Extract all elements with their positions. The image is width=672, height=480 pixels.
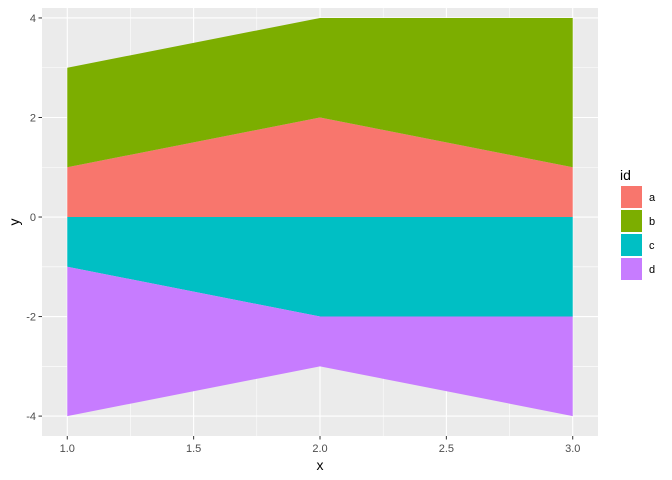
x-tick-label: 1.5 <box>186 443 201 455</box>
legend-key-d <box>621 258 642 280</box>
x-tick-labels: 1.0 1.5 2.0 2.5 3.0 <box>60 443 581 455</box>
area-series-c <box>67 217 573 317</box>
area-series-b <box>67 17 573 168</box>
legend-key-b <box>621 210 642 232</box>
x-tick-label: 3.0 <box>565 443 580 455</box>
y-tick-label: -2 <box>26 312 36 324</box>
y-tick-label: 4 <box>30 13 36 25</box>
axis-ticks <box>38 17 574 440</box>
legend-label-b: b <box>649 216 655 228</box>
x-axis-title: x <box>317 457 324 473</box>
y-tick-labels: -4 -2 0 2 4 <box>26 13 36 423</box>
legend-label-c: c <box>649 240 655 252</box>
area-series-a <box>67 117 573 218</box>
legend-key-c <box>621 234 642 256</box>
legend-title: id <box>620 167 631 183</box>
x-tick-label: 2.5 <box>439 443 454 455</box>
area-series-d <box>67 266 573 417</box>
legend-label-d: d <box>649 264 655 276</box>
y-tick-label: 2 <box>30 112 36 124</box>
y-tick-label: 0 <box>30 212 36 224</box>
y-axis-title: y <box>6 219 22 226</box>
y-tick-label: -4 <box>26 411 36 423</box>
x-tick-label: 1.0 <box>60 443 75 455</box>
x-tick-label: 2.0 <box>312 443 327 455</box>
legend-key-a <box>621 186 642 208</box>
area-layer <box>67 17 573 417</box>
legend-label-a: a <box>649 192 656 204</box>
